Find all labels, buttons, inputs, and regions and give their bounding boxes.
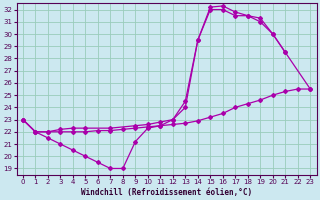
X-axis label: Windchill (Refroidissement éolien,°C): Windchill (Refroidissement éolien,°C) [81,188,252,197]
